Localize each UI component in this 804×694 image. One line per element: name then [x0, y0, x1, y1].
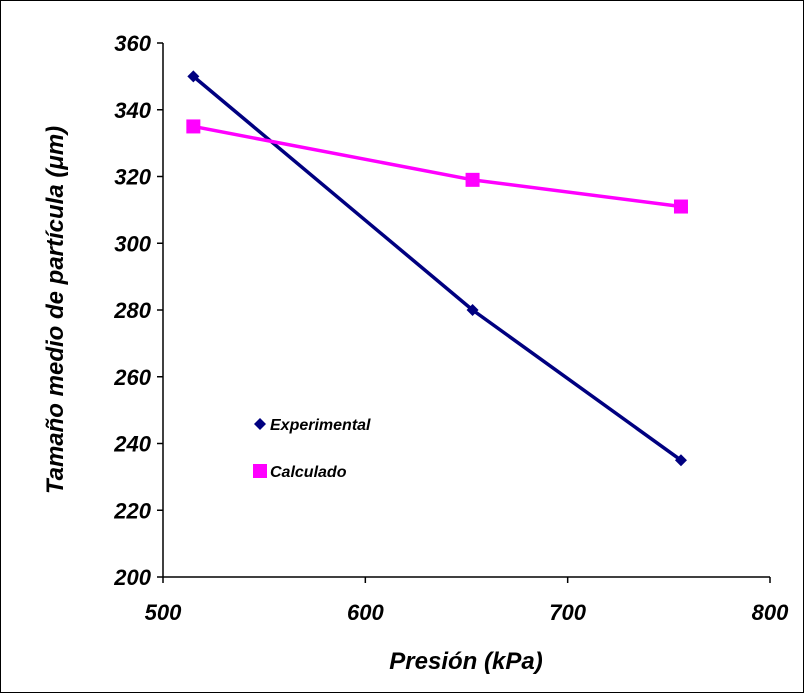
y-tick-label: 360: [114, 31, 151, 56]
data-point-experimental: [466, 304, 479, 316]
y-tick-label: 280: [113, 298, 151, 323]
y-tick-label: 320: [114, 165, 151, 190]
legend-label-calculado: Calculado: [270, 464, 347, 481]
y-tick-label: 220: [113, 498, 151, 523]
x-tick-label: 700: [549, 600, 586, 625]
y-ticks: 200 220 240 260 280 300 320 340 360: [113, 31, 163, 590]
legend-marker-experimental: [254, 418, 266, 430]
x-ticks: 500 600 700 800: [145, 577, 789, 625]
legend-label-experimental: Experimental: [270, 417, 371, 434]
y-axis-title: Tamaño medio de partícula (μm): [42, 126, 69, 494]
y-tick-label: 240: [113, 432, 151, 457]
legend-marker-calculado: [253, 464, 267, 478]
data-point-experimental: [187, 70, 200, 83]
series-line-experimental: [192, 75, 682, 462]
data-point-calculado: [673, 199, 688, 214]
y-tick-label: 260: [113, 365, 151, 390]
y-tick-label: 340: [114, 98, 151, 123]
x-tick-label: 500: [145, 600, 182, 625]
plot-area: [162, 43, 770, 578]
data-point-experimental: [674, 454, 687, 467]
y-tick-label: 200: [113, 565, 151, 590]
x-axis-title: Presión (kPa): [389, 648, 542, 675]
legend: Experimental Calculado: [253, 417, 371, 481]
y-tick-label: 300: [114, 231, 151, 256]
data-point-calculado: [465, 172, 480, 187]
x-tick-label: 800: [752, 600, 789, 625]
series-layer: [186, 70, 688, 467]
data-point-calculado: [186, 119, 201, 134]
x-tick-label: 600: [347, 600, 384, 625]
